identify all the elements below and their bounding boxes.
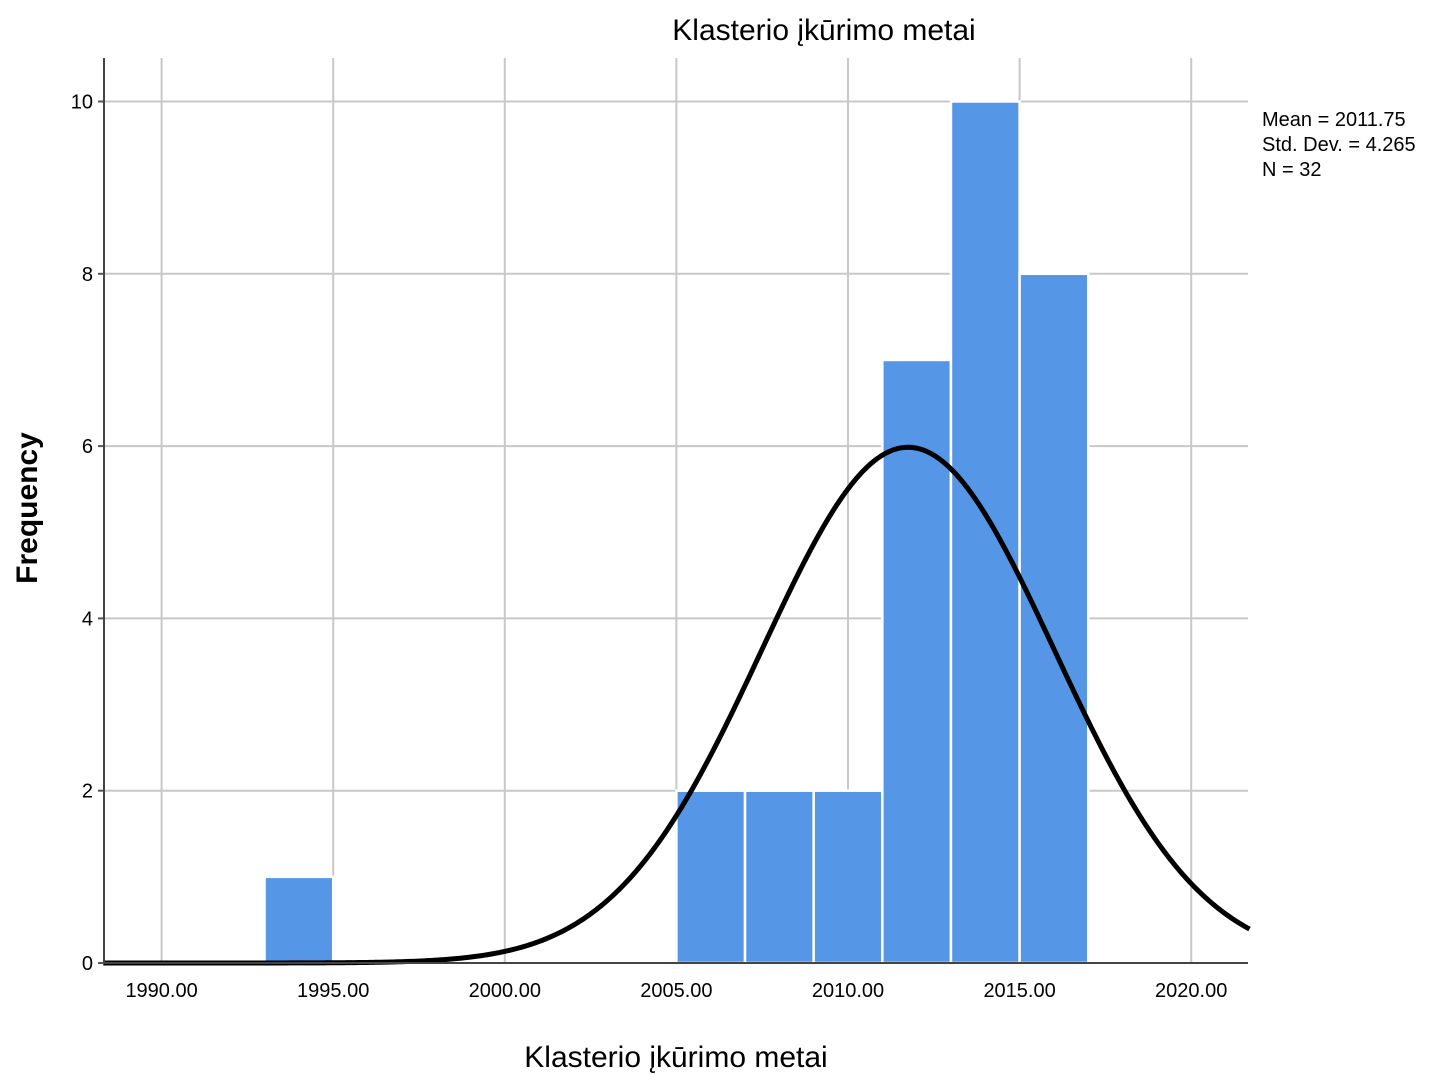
stats-box: Mean = 2011.75 Std. Dev. = 4.265 N = 32: [1262, 109, 1416, 181]
histogram-bar: [743, 789, 815, 965]
histogram-bar: [949, 100, 1021, 965]
histogram-bar: [263, 875, 335, 965]
x-tick-label: 2015.00: [983, 980, 1055, 1002]
stats-n: N = 32: [1262, 159, 1321, 181]
tick-labels: 1990.00 1995.00 2000.00 2005.00 2010.00 2015.…: [71, 92, 1228, 1003]
histogram-bar: [1018, 272, 1090, 965]
y-tick-label: 8: [82, 264, 93, 286]
stats-std-dev: Std. Dev. = 4.265: [1262, 134, 1416, 156]
histogram-bar: [812, 789, 884, 965]
x-axis-label: Klasterio įkūrimo metai: [524, 1041, 827, 1074]
chart-title: Klasterio įkūrimo metai: [672, 14, 975, 47]
x-tick-label: 2020.00: [1155, 980, 1227, 1002]
x-tick-label: 1990.00: [125, 980, 197, 1002]
x-tick-label: 2000.00: [469, 980, 541, 1002]
x-tick-label: 1995.00: [297, 980, 369, 1002]
y-tick-label: 2: [82, 781, 93, 803]
x-tick-label: 2010.00: [812, 980, 884, 1002]
y-axis-label: Frequency: [11, 432, 44, 584]
x-tick-label: 2005.00: [640, 980, 712, 1002]
y-tick-label: 4: [82, 608, 93, 630]
y-tick-label: 6: [82, 436, 93, 458]
axes: [98, 58, 1248, 964]
histogram-bar: [675, 789, 747, 965]
y-tick-label: 0: [82, 953, 93, 975]
y-tick-label: 10: [71, 92, 93, 114]
stats-mean: Mean = 2011.75: [1262, 109, 1406, 131]
